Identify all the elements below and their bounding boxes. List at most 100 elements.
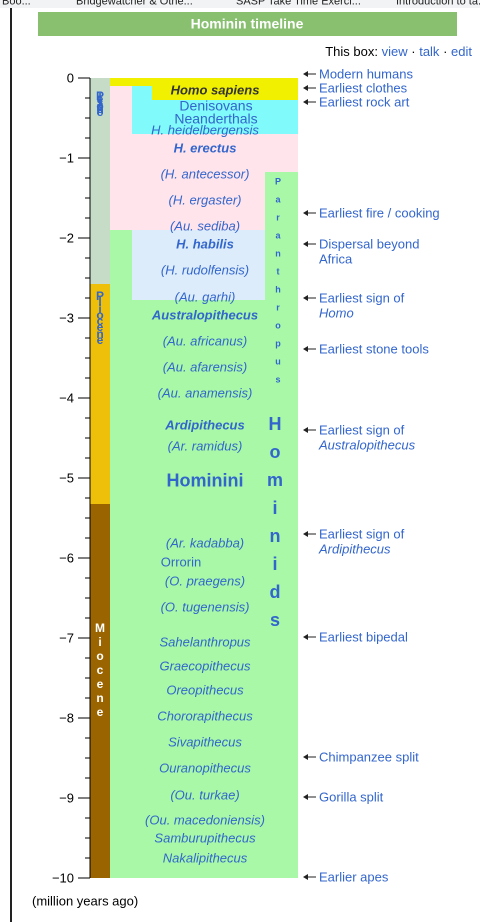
nav-link[interactable]: edit [451,44,472,59]
epoch-letter: P [95,289,105,303]
taxon-label: (Au. garhi) [174,289,236,305]
sapiens-area [152,78,298,100]
epoch-letter: e [96,92,104,107]
bookmark: Boo... [2,0,31,8]
event-label: Homo [319,305,354,321]
taxon-label: Samburupithecus [154,830,256,846]
event-label: Earliest rock art [319,94,410,110]
group-letter: h [275,284,281,295]
group-letter: t [276,266,280,277]
taxon-label: (Au. africanus) [162,333,248,349]
taxon-label: Neanderthals [174,110,258,127]
taxon-label: (O. tugenensis) [160,599,250,615]
taxon-label: H. habilis [176,236,234,252]
event-label: Earliest sign of [319,422,405,438]
epoch-letter: o [96,307,104,322]
epoch-letter: i [98,301,102,316]
event-arrowhead [303,874,308,880]
event-label: Earliest bipedal [319,629,408,645]
taxon-label: Australopithecus [151,307,259,323]
epoch-letter: c [96,100,104,115]
epoch-letter: M [95,621,105,635]
event-label: Gorilla split [319,789,384,805]
event-label: Chimpanzee split [319,749,419,765]
taxon-label: Nakalipithecus [162,850,248,866]
group-letter: d [269,582,281,602]
epoch-letter: o [96,98,104,113]
group-letter: s [275,374,281,385]
tick-label: −9 [59,790,74,806]
epoch-letter: n [96,103,104,118]
taxon-label: Sahelanthropus [159,634,251,650]
event-arrowhead [303,210,308,216]
taxon-label: (Ou. macedoniensis) [145,812,265,828]
taxon-label: H. erectus [173,140,237,156]
event-arrowhead [303,346,308,352]
taxon-label: (H. antecessor) [160,166,250,182]
epoch-letter: l [98,295,102,310]
group-letter: i [272,498,278,518]
event-label: Earliest clothes [319,80,408,96]
tick-label: −8 [59,710,74,726]
epoch-letter: o [96,649,104,663]
taxon-label: Denisovans [179,97,253,114]
epoch-letter: t [98,97,102,111]
tick-label: −10 [51,870,74,886]
taxon-label: Orrorin [160,554,202,570]
event-label: Earliest stone tools [319,341,429,357]
event-arrowhead [303,241,308,247]
event-label: Earliest fire / cooking [319,205,440,221]
taxon-label: Chororapithecus [157,708,253,724]
tick-label: −7 [59,630,74,646]
group-letter: o [275,320,281,331]
taxon-label: Ardipithecus [165,417,245,433]
event-arrowhead [303,295,308,301]
epoch-letter: c [96,314,104,329]
epoch-letter: e [96,677,104,691]
epoch-letter: s [96,95,104,110]
group-letter: P [274,176,282,187]
habilis-area [132,230,265,300]
epoch-letter: i [98,93,102,108]
event-arrowhead [303,794,308,800]
nav-link[interactable]: talk [419,44,440,59]
tick-label: −1 [59,150,74,166]
taxon-label: (O. praegens) [164,573,246,589]
group-letter: m [266,470,284,490]
event-label: Earliest sign of [319,290,405,306]
taxon-label: Oreopithecus [166,682,244,698]
event-label: Dispersal beyond [319,236,420,252]
bookmark: Introduction to ta... [396,0,480,8]
epoch-letter: e [96,705,104,719]
bookmark: SASP Take Time Exerci... [236,0,361,8]
epoch-letter: e [96,105,104,119]
tick-label: −4 [59,390,74,406]
tick-label: −6 [59,550,74,566]
event-arrowhead [303,754,308,760]
group-letter: n [275,248,281,259]
header-title: Hominin timeline [190,15,304,32]
box-text: · [443,44,448,59]
event-arrowhead [303,531,308,537]
event-arrowhead [303,427,308,433]
taxon-label: (Au. anamensis) [157,385,253,401]
taxon-label: Ouranopithecus [159,760,251,776]
taxon-label: (Ou. turkae) [170,787,240,803]
box-text: · [411,44,416,59]
taxon-label: (Ar. ramidus) [167,438,243,454]
group-letter: s [269,610,281,630]
epoch-letter: e [96,320,104,335]
group-letter: p [275,338,281,349]
nav-link[interactable]: view [381,44,408,59]
tick-label: −2 [59,230,74,246]
left-border [10,8,12,922]
event-arrowhead [303,99,308,105]
epoch-letter: n [96,326,104,341]
epoch-letter: c [96,663,104,677]
group-letter: a [275,194,281,205]
group-letter: r [276,212,280,223]
group-letter: H [268,414,282,434]
event-label: Ardipithecus [319,541,391,557]
